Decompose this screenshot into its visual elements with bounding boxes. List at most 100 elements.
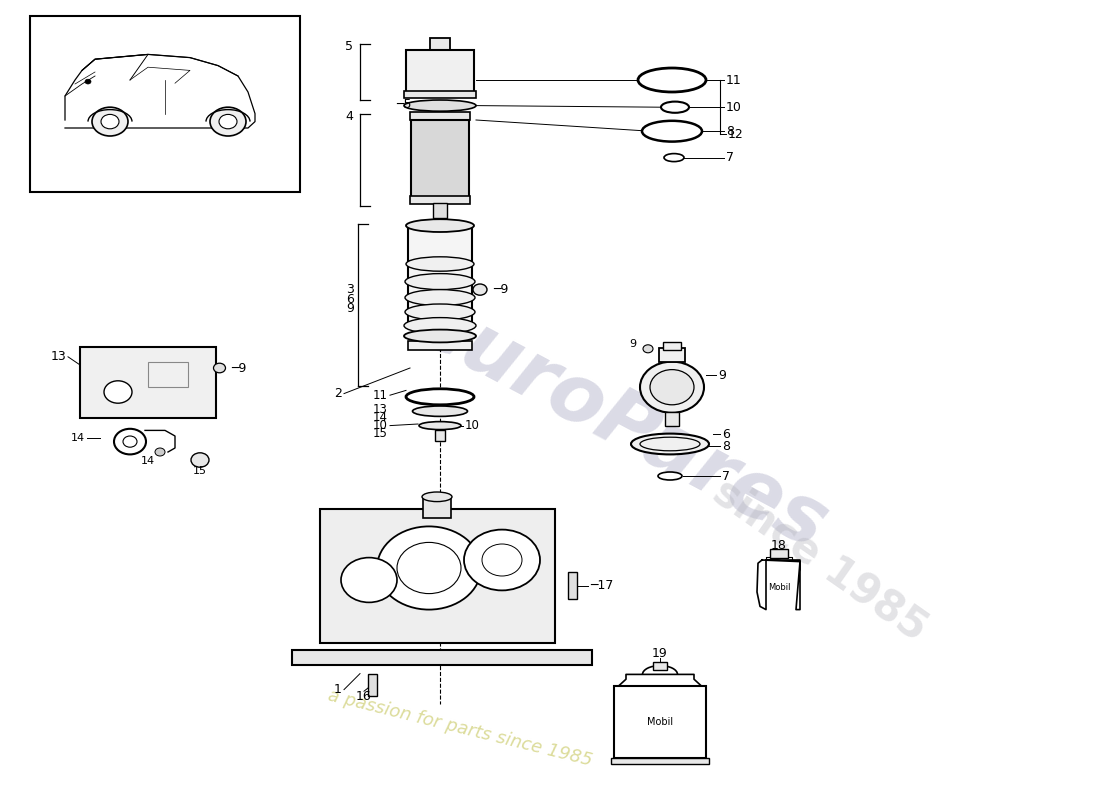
Text: 10: 10 (373, 419, 388, 432)
Text: 14: 14 (141, 456, 155, 466)
Bar (367, 674, 376, 696)
Bar (30, 16, 300, 192)
Ellipse shape (419, 422, 461, 430)
Text: 16: 16 (356, 690, 372, 702)
Circle shape (640, 362, 704, 413)
Text: 12: 12 (728, 128, 744, 141)
Text: 4: 4 (345, 110, 353, 122)
Text: since 1985: since 1985 (705, 470, 935, 650)
Text: 14: 14 (373, 411, 388, 424)
Circle shape (92, 107, 128, 136)
Bar (568, 572, 576, 599)
Ellipse shape (406, 257, 474, 271)
Text: 9: 9 (346, 302, 354, 315)
Bar (434, 430, 446, 441)
Ellipse shape (661, 102, 689, 113)
Circle shape (644, 345, 653, 353)
Circle shape (191, 453, 209, 467)
Text: 15: 15 (192, 466, 207, 476)
Bar (663, 342, 681, 350)
Bar (659, 348, 685, 362)
Circle shape (213, 363, 226, 373)
Text: 1: 1 (334, 683, 342, 696)
Bar (430, 38, 450, 51)
Text: 18: 18 (771, 539, 786, 552)
Bar (408, 264, 472, 336)
Bar (614, 686, 706, 758)
Text: 19: 19 (652, 647, 668, 660)
Text: 13: 13 (51, 350, 66, 363)
Text: 7: 7 (722, 470, 730, 482)
Bar (404, 90, 476, 98)
Ellipse shape (405, 274, 475, 290)
Circle shape (397, 542, 461, 594)
Bar (666, 412, 679, 426)
Text: 3: 3 (346, 283, 354, 296)
Ellipse shape (642, 121, 702, 142)
Circle shape (101, 114, 119, 129)
Text: 6: 6 (346, 293, 354, 306)
Circle shape (473, 284, 487, 295)
Ellipse shape (664, 154, 684, 162)
Text: ─9: ─9 (231, 362, 246, 374)
Text: 9: 9 (718, 369, 726, 382)
Ellipse shape (638, 68, 706, 92)
Text: 11: 11 (726, 74, 741, 86)
Ellipse shape (406, 389, 474, 405)
Text: Mobil: Mobil (647, 717, 673, 726)
Ellipse shape (404, 330, 476, 342)
Text: 6: 6 (722, 428, 730, 441)
Text: 13: 13 (373, 403, 388, 416)
Bar (410, 196, 470, 204)
Bar (148, 362, 188, 387)
Text: ─17: ─17 (590, 579, 614, 592)
Ellipse shape (405, 304, 475, 320)
Ellipse shape (404, 100, 476, 111)
Text: ─9: ─9 (493, 283, 508, 296)
Text: 7: 7 (726, 151, 734, 164)
Bar (408, 341, 472, 350)
Bar (433, 203, 447, 218)
Circle shape (210, 107, 246, 136)
Bar (408, 226, 472, 261)
Circle shape (155, 448, 165, 456)
Ellipse shape (631, 434, 710, 454)
Circle shape (104, 381, 132, 403)
Circle shape (377, 526, 481, 610)
Bar (80, 347, 216, 418)
Text: 8: 8 (726, 125, 734, 138)
Text: ─5: ─5 (396, 98, 411, 111)
Ellipse shape (404, 318, 476, 334)
Circle shape (650, 370, 694, 405)
Ellipse shape (422, 492, 452, 502)
Ellipse shape (412, 406, 468, 416)
Circle shape (341, 558, 397, 602)
Text: 10: 10 (726, 101, 741, 114)
Circle shape (219, 114, 236, 129)
Circle shape (464, 530, 540, 590)
Text: 9: 9 (629, 339, 636, 349)
Bar (770, 549, 788, 558)
Bar (319, 509, 554, 643)
Bar (406, 50, 474, 94)
Circle shape (482, 544, 522, 576)
Ellipse shape (406, 219, 474, 232)
Circle shape (114, 429, 146, 454)
Text: 15: 15 (373, 427, 388, 440)
Text: 14: 14 (70, 433, 85, 442)
Ellipse shape (658, 472, 682, 480)
Bar (292, 650, 592, 665)
Text: a passion for parts since 1985: a passion for parts since 1985 (326, 686, 594, 770)
Bar (410, 112, 470, 120)
Text: 10: 10 (465, 419, 480, 432)
Circle shape (85, 79, 91, 84)
Circle shape (123, 436, 138, 447)
Bar (610, 758, 710, 764)
Text: 5: 5 (345, 40, 353, 53)
Text: 11: 11 (373, 389, 388, 402)
Bar (411, 120, 469, 200)
Text: euroPares: euroPares (399, 282, 840, 566)
Text: Mobil: Mobil (768, 582, 790, 592)
Text: 2: 2 (334, 387, 342, 400)
Ellipse shape (405, 290, 475, 306)
